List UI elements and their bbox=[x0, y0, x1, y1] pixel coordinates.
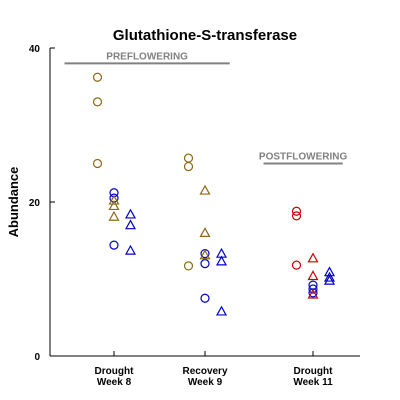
annotations: PREFLOWERING POSTFLOWERING bbox=[64, 51, 348, 165]
chart-title: Glutathione-S-transferase bbox=[113, 27, 297, 44]
annotation-label: POSTFLOWERING bbox=[259, 152, 348, 163]
x-tick-label-line2: Week 8 bbox=[97, 377, 132, 388]
data-point-circle bbox=[92, 97, 103, 107]
data-point-circle bbox=[92, 72, 103, 82]
data-point-circle bbox=[291, 211, 302, 221]
y-tick-label: 0 bbox=[34, 352, 40, 363]
data-point-circle bbox=[92, 158, 103, 169]
data-point-circle bbox=[291, 260, 302, 270]
y-ticks: 0 20 40 bbox=[29, 44, 55, 363]
data-point-triangle bbox=[215, 255, 228, 266]
data-point-triangle bbox=[124, 208, 137, 219]
data-point-triangle bbox=[307, 270, 319, 281]
x-tick-label-line1: Recovery bbox=[182, 366, 227, 377]
data-points bbox=[92, 72, 336, 316]
data-point-triangle bbox=[199, 184, 211, 195]
x-tick-label-line1: Drought bbox=[294, 366, 334, 377]
data-point-circle bbox=[183, 261, 194, 271]
data-point-triangle bbox=[108, 200, 120, 211]
data-point-triangle bbox=[124, 244, 137, 255]
data-point-circle bbox=[291, 206, 302, 216]
data-point-triangle bbox=[215, 305, 228, 316]
data-point-triangle bbox=[323, 266, 336, 277]
data-point-circle bbox=[308, 284, 318, 294]
data-point-triangle bbox=[108, 210, 120, 221]
data-point-triangle bbox=[307, 288, 319, 299]
data-point-circle bbox=[200, 259, 210, 269]
data-point-triangle bbox=[307, 252, 319, 263]
data-point-triangle bbox=[199, 249, 211, 260]
data-point-triangle bbox=[199, 227, 211, 237]
data-point-triangle bbox=[108, 194, 120, 205]
x-tick-label-line2: Week 11 bbox=[293, 377, 333, 388]
x-tick-label-line1: Drought bbox=[95, 366, 135, 377]
data-point-triangle bbox=[323, 274, 336, 285]
data-point-triangle bbox=[323, 271, 336, 282]
data-point-circle bbox=[200, 293, 210, 303]
y-axis-label: Abundance bbox=[6, 167, 21, 238]
x-tick-label-line2: Week 9 bbox=[188, 377, 223, 388]
data-point-circle bbox=[183, 161, 194, 172]
data-point-circle bbox=[109, 240, 119, 250]
data-point-triangle bbox=[124, 219, 137, 230]
data-point-circle bbox=[183, 153, 194, 163]
annotation-label: PREFLOWERING bbox=[106, 51, 188, 62]
y-tick-label: 20 bbox=[29, 198, 41, 209]
y-tick-label: 40 bbox=[29, 44, 41, 55]
